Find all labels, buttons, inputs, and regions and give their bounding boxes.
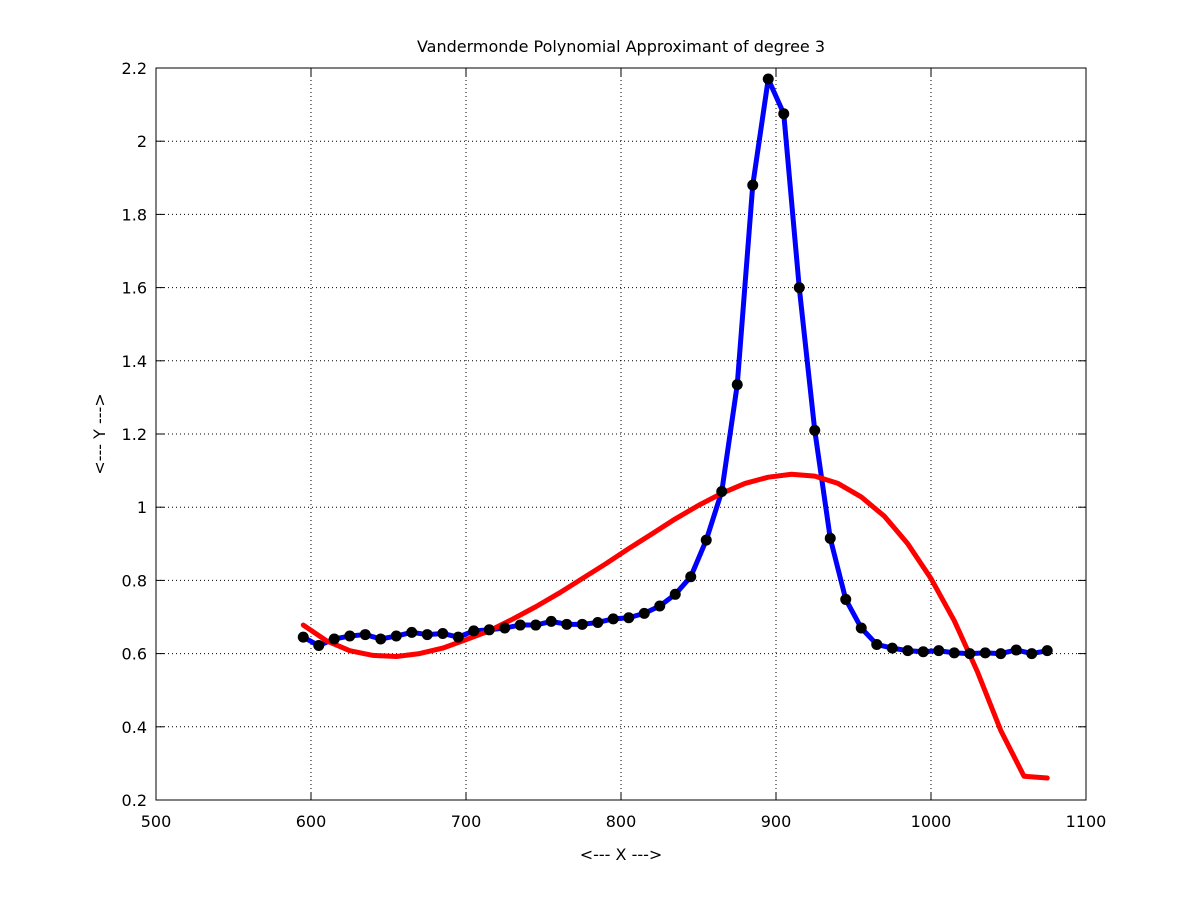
data-point bbox=[917, 646, 929, 658]
data-point bbox=[747, 179, 759, 191]
data-point bbox=[530, 619, 542, 631]
x-axis-label: <--- X ---> bbox=[580, 845, 663, 864]
y-axis-label: <--- Y ---> bbox=[90, 393, 109, 474]
data-point bbox=[886, 642, 898, 654]
series-layer bbox=[297, 73, 1053, 781]
y-tick-label: 1.2 bbox=[122, 425, 147, 444]
data-point bbox=[514, 619, 526, 631]
data-point bbox=[871, 638, 883, 650]
data-point bbox=[979, 647, 991, 659]
data-point bbox=[328, 633, 340, 645]
y-tick-label: 0.4 bbox=[122, 718, 147, 737]
data-point bbox=[623, 612, 635, 624]
data-point bbox=[576, 618, 588, 630]
grid bbox=[156, 68, 1086, 800]
data-point bbox=[421, 629, 433, 641]
data-point bbox=[561, 618, 573, 630]
data-point bbox=[840, 593, 852, 605]
data-point bbox=[375, 633, 387, 645]
y-tick-label: 0.6 bbox=[122, 645, 147, 664]
data-point bbox=[344, 630, 356, 642]
data-point bbox=[437, 627, 449, 639]
y-tick-label: 2.2 bbox=[122, 59, 147, 78]
data-point bbox=[468, 625, 480, 637]
data-point bbox=[855, 622, 867, 634]
data-point bbox=[638, 607, 650, 619]
y-tick-label: 1 bbox=[137, 498, 147, 517]
y-tick-label: 1.6 bbox=[122, 279, 147, 298]
y-tick-label: 1.4 bbox=[122, 352, 147, 371]
data-point bbox=[933, 645, 945, 657]
x-tick-label: 700 bbox=[451, 812, 482, 831]
data-point bbox=[297, 631, 309, 643]
data-point bbox=[1026, 648, 1038, 660]
data-point bbox=[1041, 645, 1053, 657]
data-point bbox=[762, 73, 774, 85]
data-point bbox=[313, 640, 325, 652]
y-tick-label: 1.8 bbox=[122, 205, 147, 224]
y-tick-label: 0.8 bbox=[122, 571, 147, 590]
data-point bbox=[716, 485, 728, 497]
data-point bbox=[483, 624, 495, 636]
data-point bbox=[406, 626, 418, 638]
chart-title: Vandermonde Polynomial Approximant of de… bbox=[417, 37, 825, 56]
data-point bbox=[824, 532, 836, 544]
x-tick-label: 900 bbox=[761, 812, 792, 831]
y-tick-label: 2 bbox=[137, 132, 147, 151]
data-point bbox=[669, 588, 681, 600]
fit-series-line bbox=[300, 471, 1050, 781]
data-point bbox=[592, 616, 604, 628]
data-point bbox=[1010, 644, 1022, 656]
data-point bbox=[607, 613, 619, 625]
data-point bbox=[700, 534, 712, 546]
y-tick-label: 0.2 bbox=[122, 791, 147, 810]
ticks: 500 600 700 800 900 1000 1100 0.2 0.4 0.6 0.8 1 1.2 1… bbox=[122, 59, 1107, 831]
data-point bbox=[499, 622, 511, 634]
data-point bbox=[359, 629, 371, 641]
data-point bbox=[902, 645, 914, 657]
x-tick-label: 1000 bbox=[911, 812, 952, 831]
data-point bbox=[452, 631, 464, 643]
data-point bbox=[778, 108, 790, 120]
x-tick-label: 600 bbox=[296, 812, 327, 831]
data-point bbox=[793, 282, 805, 294]
data-point bbox=[390, 630, 402, 642]
data-point bbox=[995, 648, 1007, 660]
data-point bbox=[948, 647, 960, 659]
data-point bbox=[685, 571, 697, 583]
data-point bbox=[545, 615, 557, 627]
data-point bbox=[809, 424, 821, 436]
data-point bbox=[731, 379, 743, 391]
x-tick-label: 500 bbox=[141, 812, 172, 831]
data-point bbox=[964, 648, 976, 660]
x-tick-label: 800 bbox=[606, 812, 637, 831]
x-tick-label: 1100 bbox=[1066, 812, 1107, 831]
data-point bbox=[654, 600, 666, 612]
